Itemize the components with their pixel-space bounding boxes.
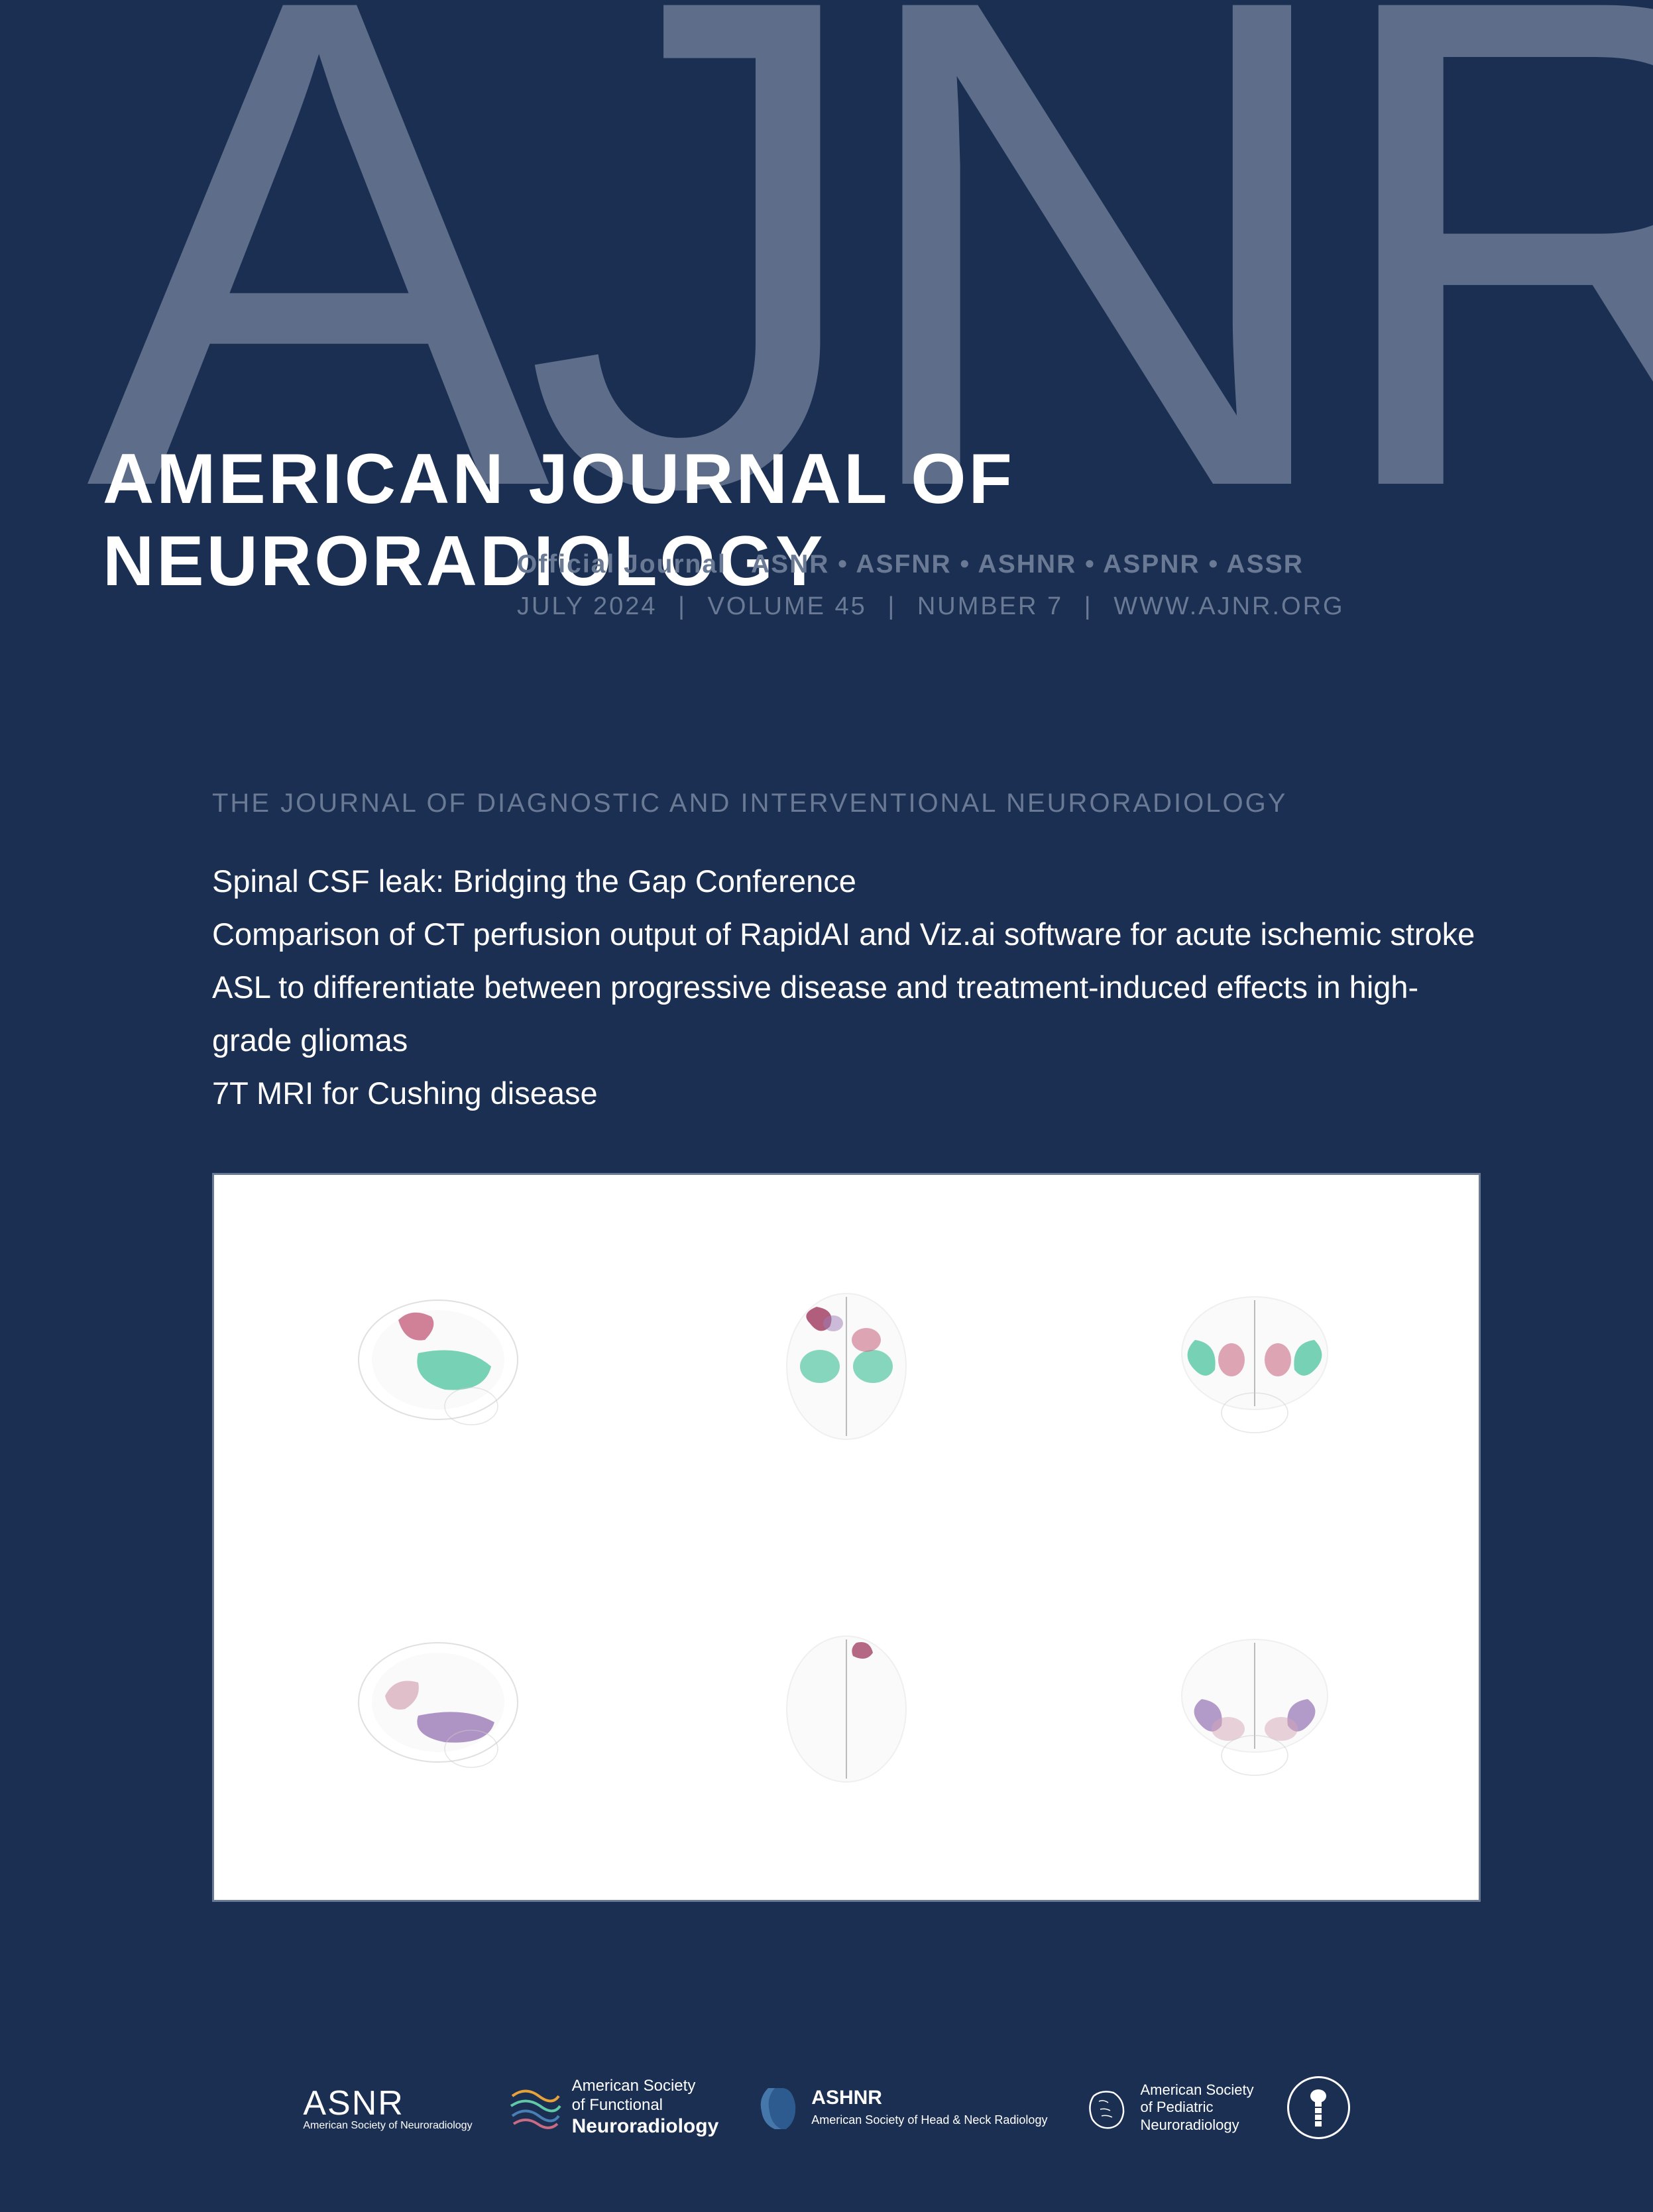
aspnr-label: American Society of Pediatric Neuroradio… <box>1140 2081 1253 2134</box>
website-url: WWW.AJNR.ORG <box>1113 592 1344 620</box>
brainwave-icon <box>506 2083 562 2132</box>
feature-figure <box>212 1173 1481 1902</box>
article-item: 7T MRI for Cushing disease <box>212 1067 1481 1120</box>
article-item: Spinal CSF leak: Bridging the Gap Confer… <box>212 855 1481 908</box>
head-profile-icon <box>752 2081 801 2134</box>
masthead-subtitle: Official Journal ASNR • ASFNR • ASHNR • … <box>517 550 1345 621</box>
brain-posterior-icon <box>1162 1287 1347 1446</box>
aspnr-logo: American Society of Pediatric Neuroradio… <box>1080 2081 1253 2134</box>
society-list: ASNR • ASFNR • ASHNR • ASPNR • ASSR <box>751 550 1304 579</box>
article-item: Comparison of CT perfusion output of Rap… <box>212 908 1481 961</box>
asfnr-logo: American Society of Functional Neuroradi… <box>506 2077 719 2139</box>
content-section: THE JOURNAL OF DIAGNOSTIC AND INTERVENTI… <box>212 789 1481 1119</box>
asnr-subtitle: American Society of Neuroradiology <box>303 2120 472 2132</box>
brain-superior-icon <box>754 1287 939 1446</box>
journal-cover: AJNR AMERICAN JOURNAL OF NEURORADIOLOGY … <box>0 0 1653 2212</box>
assr-logo <box>1287 2076 1350 2139</box>
footer-society-logos: ASNR American Society of Neuroradiology … <box>298 2076 1355 2139</box>
brain-panel-3 <box>1057 1201 1452 1531</box>
spine-circle-icon <box>1287 2076 1350 2139</box>
asnr-acronym: ASNR <box>303 2083 472 2123</box>
ashnr-logo: ASHNR American Society of Head & Neck Ra… <box>752 2081 1047 2134</box>
brain-posterior-icon <box>1162 1630 1347 1789</box>
brain-panel-4 <box>241 1544 636 1873</box>
asfnr-label: American Society of Functional Neuroradi… <box>572 2077 719 2139</box>
journal-tagline: THE JOURNAL OF DIAGNOSTIC AND INTERVENTI… <box>212 789 1481 818</box>
ashnr-label: ASHNR American Society of Head & Neck Ra… <box>811 2086 1047 2129</box>
brain-lateral-icon <box>345 1630 531 1789</box>
issue-date: JULY 2024 <box>517 592 657 620</box>
issue-volume: VOLUME 45 <box>708 592 867 620</box>
official-prefix: Official Journal <box>517 550 726 579</box>
issue-number: NUMBER 7 <box>917 592 1063 620</box>
article-item: ASL to differentiate between progressive… <box>212 961 1481 1067</box>
brain-outline-icon <box>1080 2083 1130 2132</box>
featured-articles: Spinal CSF leak: Bridging the Gap Confer… <box>212 855 1481 1119</box>
brain-panel-2 <box>649 1201 1044 1531</box>
asnr-logo: ASNR American Society of Neuroradiology <box>303 2083 472 2132</box>
brain-panel-1 <box>241 1201 636 1531</box>
brain-panel-5 <box>649 1544 1044 1873</box>
brain-superior-icon <box>754 1630 939 1789</box>
brain-lateral-icon <box>345 1287 531 1446</box>
brain-panel-6 <box>1057 1544 1452 1873</box>
issue-info: JULY 2024 | VOLUME 45 | NUMBER 7 | WWW.A… <box>517 592 1345 621</box>
